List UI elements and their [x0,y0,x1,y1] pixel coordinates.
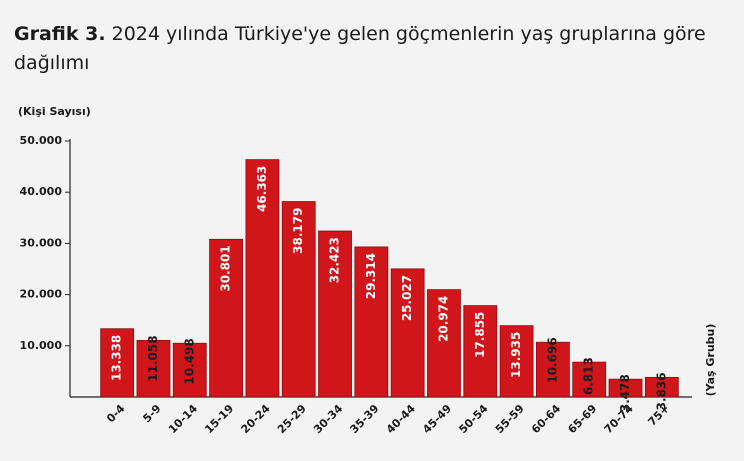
value-label: 20.974 [436,296,450,342]
value-label: 17.855 [473,312,487,358]
value-label: 10.498 [182,338,196,384]
y-tick-label: 20.000 [20,288,63,301]
bar [608,378,643,398]
x-tick-label: 30-34 [311,402,345,436]
bar [281,201,316,398]
bar [172,342,207,398]
x-tick-label: 5-9 [140,402,163,425]
x-tick-label: 55-59 [493,402,527,436]
y-tick-label: 10.000 [20,339,63,352]
x-tick-label: 20-24 [239,402,273,436]
y-axis-label: (Kişi Sayısı) [18,105,91,118]
x-tick-label: 65-69 [565,402,599,436]
bar [100,328,135,398]
bar [209,238,243,398]
bar [245,159,280,398]
x-tick-label: 15-19 [202,402,236,436]
bar [390,268,425,398]
bar [136,339,171,398]
value-label: 32.423 [328,237,342,283]
bar [536,341,570,398]
value-label: 11.058 [146,335,160,381]
bar [318,230,352,398]
value-label: 30.801 [219,245,233,291]
chart-title: 2024 yılında Türkiye'ye gelen göçmenleri… [112,23,706,45]
value-label: 3.836 [654,372,668,410]
bar [572,361,607,398]
x-tick-label: 60-64 [529,402,563,436]
value-label: 29.314 [364,253,378,299]
bar [644,376,679,398]
x-tick-label: 25-29 [275,402,309,436]
x-tick-label: 0-4 [104,402,127,425]
value-label: 13.935 [509,332,523,378]
value-label: 3.478 [618,374,632,412]
x-tick-label: 50-54 [456,402,490,436]
bar [499,325,534,398]
chart-title-label: Grafik 3. [14,23,106,45]
value-label: 25.027 [400,275,414,321]
value-label: 46.363 [255,166,269,212]
y-tick-label: 30.000 [20,236,63,249]
x-axis-label: (Yaş Grubu) [704,324,717,397]
x-tick-label: 10-14 [166,402,200,436]
x-tick-label: 45-49 [420,402,454,436]
value-label: 13.338 [110,335,124,381]
chart-title-line2: dağılımı [14,52,89,74]
value-label: 6.813 [582,357,596,395]
bar [463,305,498,398]
x-tick-label: 40-44 [384,402,418,436]
value-label: 38.179 [291,208,305,254]
value-label: 10.696 [545,337,559,383]
x-tick-label: 35-39 [348,402,382,436]
y-tick-label: 50.000 [20,134,63,147]
y-tick-label: 40.000 [20,185,63,198]
bar [354,246,389,398]
chart-title-line: Grafik 3. 2024 yılında Türkiye'ye gelen … [14,23,706,45]
bar [427,289,461,398]
